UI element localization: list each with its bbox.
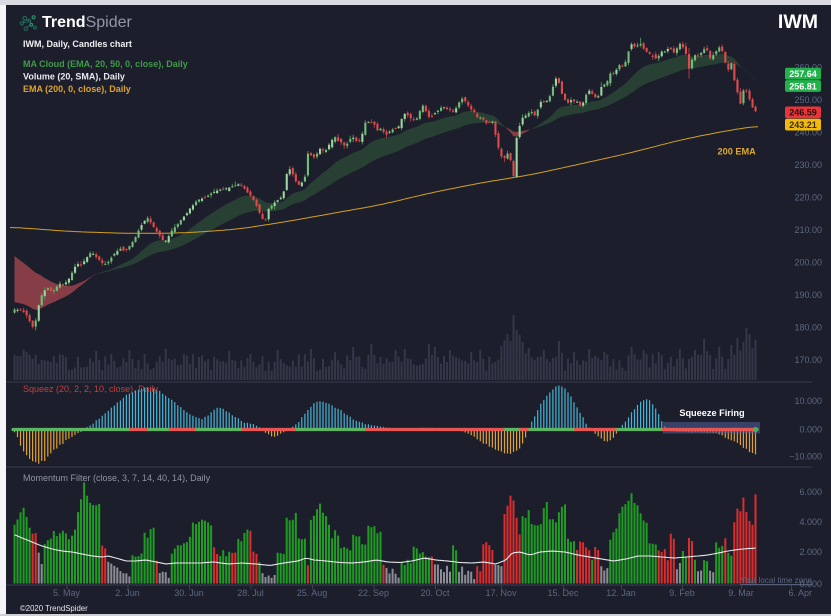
svg-text:2. Jun: 2. Jun <box>115 588 140 598</box>
svg-text:240.00: 240.00 <box>794 128 822 138</box>
svg-text:250.00: 250.00 <box>794 95 822 105</box>
svg-text:6. Apr: 6. Apr <box>788 588 812 598</box>
svg-text:28. Jul: 28. Jul <box>237 588 264 598</box>
svg-text:0.000: 0.000 <box>799 579 822 589</box>
svg-text:0.000: 0.000 <box>799 425 822 435</box>
svg-text:25. Aug: 25. Aug <box>297 588 328 598</box>
svg-text:Squeez (20, 2, 2, 10, close),: Squeez (20, 2, 2, 10, close), Daily <box>23 384 159 394</box>
svg-text:5. May: 5. May <box>53 588 81 598</box>
svg-text:210.00: 210.00 <box>794 225 822 235</box>
svg-text:180.00: 180.00 <box>794 323 822 333</box>
svg-text:17. Nov: 17. Nov <box>485 588 517 598</box>
svg-text:260.00: 260.00 <box>794 63 822 73</box>
svg-text:Your local time zone: Your local time zone <box>740 576 812 585</box>
svg-text:190.00: 190.00 <box>794 290 822 300</box>
svg-text:200 EMA: 200 EMA <box>718 147 757 157</box>
svg-text:200.00: 200.00 <box>794 258 822 268</box>
svg-text:9. Feb: 9. Feb <box>669 588 695 598</box>
svg-text:2.000: 2.000 <box>799 547 822 557</box>
svg-text:257.64: 257.64 <box>789 69 817 79</box>
svg-text:9. Mar: 9. Mar <box>728 588 754 598</box>
svg-text:©2020 TrendSpider: ©2020 TrendSpider <box>20 604 88 613</box>
svg-text:Momentum Filter (close, 3, 7,: Momentum Filter (close, 3, 7, 14, 40, 14… <box>23 473 211 483</box>
svg-text:Volume (20, SMA), Daily: Volume (20, SMA), Daily <box>23 72 125 82</box>
svg-text:IWM, Daily, Candles chart: IWM, Daily, Candles chart <box>23 39 132 49</box>
svg-text:15. Dec: 15. Dec <box>547 588 579 598</box>
svg-text:12. Jan: 12. Jan <box>606 588 636 598</box>
svg-text:256.81: 256.81 <box>789 81 817 91</box>
svg-text:TrendSpider: TrendSpider <box>42 14 132 31</box>
svg-text:220.00: 220.00 <box>794 193 822 203</box>
svg-text:EMA (200, 0, close), Daily: EMA (200, 0, close), Daily <box>23 84 131 94</box>
svg-text:30. Jun: 30. Jun <box>174 588 204 598</box>
svg-text:22. Sep: 22. Sep <box>358 588 389 598</box>
svg-text:243.21: 243.21 <box>789 120 817 130</box>
svg-text:170.00: 170.00 <box>794 355 822 365</box>
svg-text:6.000: 6.000 <box>799 487 822 497</box>
svg-text:IWM: IWM <box>778 11 818 33</box>
svg-text:10.000: 10.000 <box>794 396 822 406</box>
svg-text:−10.000: −10.000 <box>789 452 822 462</box>
svg-text:230.00: 230.00 <box>794 160 822 170</box>
svg-text:MA Cloud (EMA, 20, 50, 0, clos: MA Cloud (EMA, 20, 50, 0, close), Daily <box>23 59 188 69</box>
svg-text:246.59: 246.59 <box>789 108 817 118</box>
svg-text:20. Oct: 20. Oct <box>420 588 450 598</box>
svg-text:Squeeze Firing: Squeeze Firing <box>679 408 744 418</box>
svg-text:4.000: 4.000 <box>799 517 822 527</box>
